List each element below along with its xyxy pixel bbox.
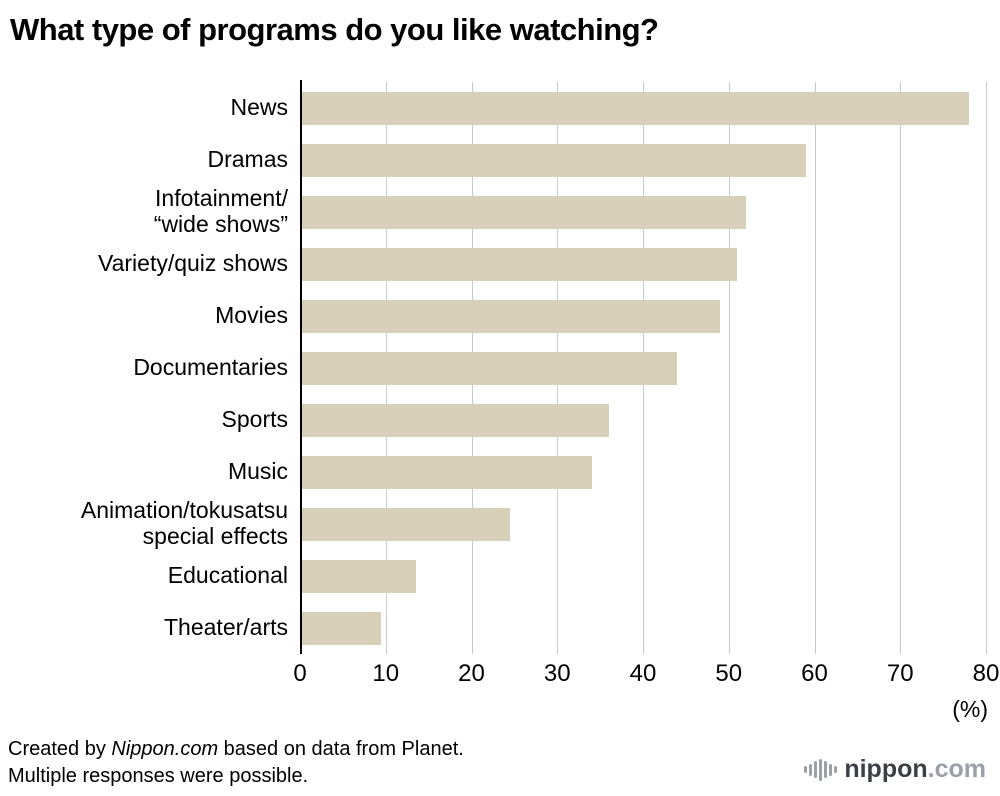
gridline: [900, 82, 902, 654]
x-tick-label: 60: [801, 660, 828, 687]
source-prefix: Created by: [8, 738, 112, 760]
category-label: Documentaries: [133, 354, 288, 381]
soundwave-bars-icon: [804, 758, 838, 781]
gridline: [728, 82, 730, 654]
bar: [300, 91, 969, 125]
bar-row: [300, 446, 986, 498]
category-label: Infotainment/ “wide shows”: [153, 185, 288, 237]
bar-row: [300, 342, 986, 394]
bar: [300, 507, 511, 541]
gridline: [986, 82, 987, 654]
x-axis: 0 10 20 30 40 50 60 70 80: [293, 654, 999, 688]
bar-row: [300, 550, 986, 602]
bar-row: [300, 134, 986, 186]
gridline: [814, 82, 816, 654]
category-label: Music: [227, 458, 288, 485]
bar: [300, 611, 382, 645]
bar-row: [300, 238, 986, 290]
x-tick-label: 0: [293, 660, 307, 687]
category-label: Dramas: [207, 146, 288, 173]
bar-chart: News Dramas Infotainment/ “wide shows” Vari…: [0, 80, 1000, 654]
source-brand: Nippon.com: [111, 738, 219, 760]
category-label: Sports: [221, 406, 288, 433]
x-tick-label: 40: [629, 660, 657, 687]
logo-name: nippon: [844, 755, 928, 783]
x-tick-label: 80: [972, 660, 1000, 687]
bar-row: [300, 498, 986, 550]
bar-row: [300, 602, 986, 654]
logo-tld: .com: [927, 755, 986, 783]
logo-text: nippon.com: [844, 755, 986, 784]
x-tick-label: 10: [372, 660, 400, 687]
category-label: Theater/arts: [164, 614, 288, 641]
bar-row: [300, 186, 986, 238]
page-title: What type of programs do you like watchi…: [10, 12, 659, 47]
unit-label: (%): [952, 696, 988, 722]
category-label: News: [230, 94, 288, 121]
bar: [300, 403, 609, 437]
bar: [300, 351, 678, 385]
category-label: Movies: [215, 302, 288, 329]
bar-row: [300, 82, 986, 134]
x-tick-label: 50: [715, 660, 743, 687]
bar-row: [300, 394, 986, 446]
nippon-logo: nippon.com: [804, 755, 986, 784]
bar: [300, 247, 738, 281]
bar: [300, 455, 592, 489]
plot-area: [300, 80, 987, 654]
bar: [300, 559, 416, 593]
bar: [300, 195, 746, 229]
category-label: Animation/tokusatsu special effects: [80, 497, 288, 549]
category-label: Educational: [167, 562, 288, 589]
x-tick-label: 70: [886, 660, 914, 687]
source-line-1: Created by Nippon.com based on data from…: [8, 736, 464, 763]
category-labels: News Dramas Infotainment/ “wide shows” Vari…: [0, 82, 300, 654]
x-tick-label: 20: [458, 660, 485, 687]
y-axis-line: [300, 80, 302, 654]
x-tick-label: 30: [543, 660, 571, 687]
source-note: Created by Nippon.com based on data from…: [8, 736, 464, 790]
bar: [300, 143, 806, 177]
category-label: Variety/quiz shows: [97, 250, 288, 277]
bar-row: [300, 290, 986, 342]
source-line-2: Multiple responses were possible.: [8, 765, 309, 787]
bar: [300, 299, 721, 333]
source-suffix: based on data from Planet.: [218, 738, 464, 760]
